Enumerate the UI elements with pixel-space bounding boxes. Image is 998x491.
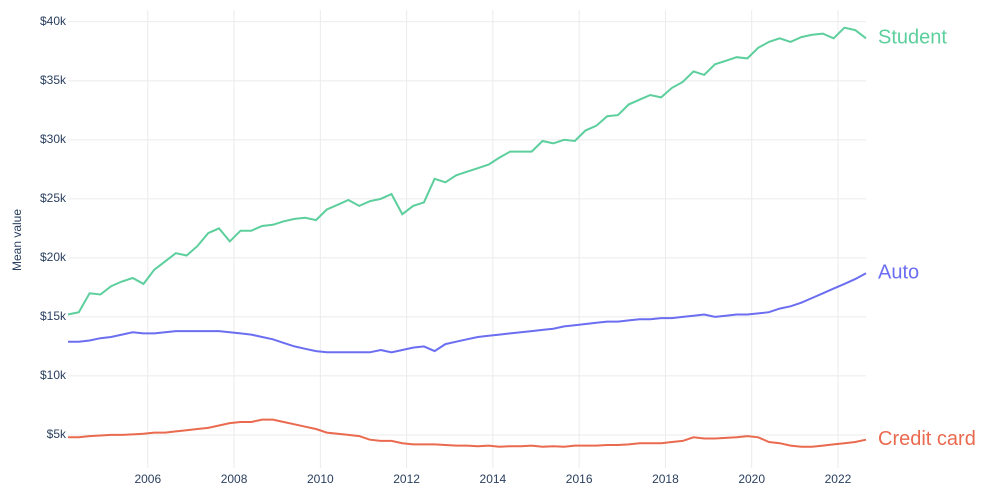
y-tick-label: $35k xyxy=(40,73,67,87)
series-line xyxy=(67,26,867,316)
x-tick-label: 2014 xyxy=(480,472,507,486)
x-tick-label: 2022 xyxy=(825,472,852,486)
y-tick-label: $20k xyxy=(40,250,67,264)
series-line xyxy=(68,272,867,354)
x-tick-label: 2008 xyxy=(221,472,248,486)
series-label: Student xyxy=(878,27,947,49)
series-label: Auto xyxy=(878,262,919,284)
x-tick-label: 2018 xyxy=(652,472,679,486)
y-tick-label: $25k xyxy=(40,191,67,205)
x-tick-label: 2016 xyxy=(566,472,593,486)
x-tick-label: 2010 xyxy=(307,472,334,486)
y-tick-label: $5k xyxy=(47,427,67,441)
series-label: Credit card xyxy=(878,428,976,450)
x-tick-label: 2012 xyxy=(393,472,420,486)
y-tick-label: $10k xyxy=(40,368,67,382)
series-line xyxy=(68,418,867,448)
y-tick-label: $40k xyxy=(40,14,67,28)
x-tick-label: 2020 xyxy=(738,472,765,486)
y-tick-label: $30k xyxy=(40,132,67,146)
x-tick-label: 2006 xyxy=(134,472,161,486)
y-axis-title: Mean value xyxy=(10,209,24,271)
y-tick-label: $15k xyxy=(40,309,67,323)
